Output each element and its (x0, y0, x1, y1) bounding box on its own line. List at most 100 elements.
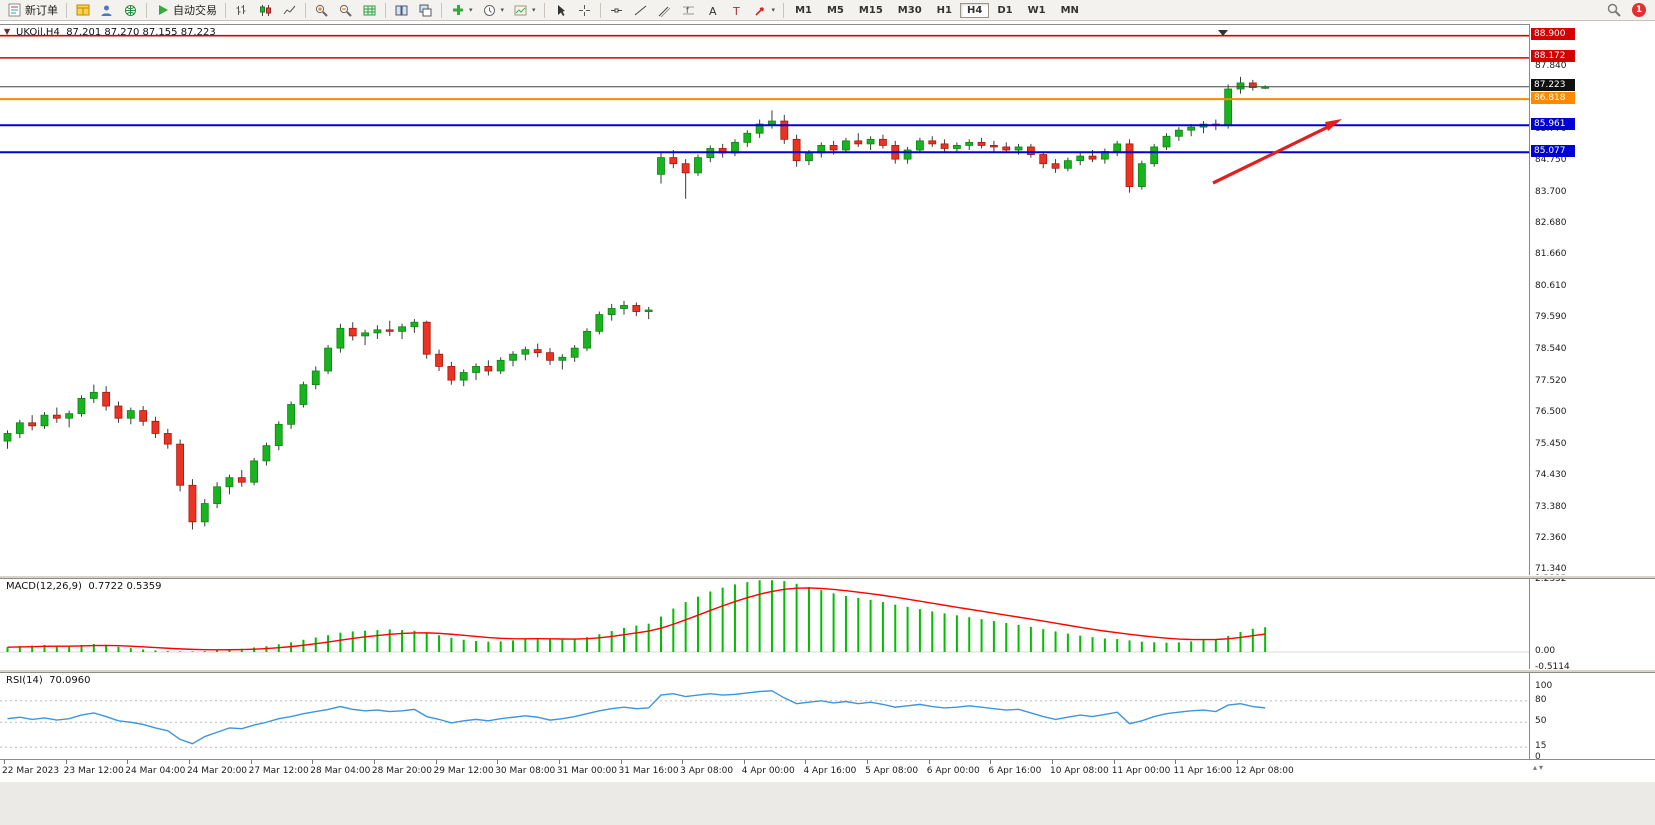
rsi-scale-label: 80 (1535, 694, 1547, 705)
toolbar-separator (225, 2, 226, 18)
panel-divider[interactable] (0, 669, 1655, 673)
template-button[interactable]: ▾ (509, 1, 540, 19)
new-order-label: 新订单 (25, 4, 58, 17)
zoom-in-icon (314, 3, 329, 18)
timeframe-d1[interactable]: D1 (997, 4, 1013, 16)
period-button[interactable]: ▾ (478, 1, 509, 19)
time-label: 27 Mar 12:00 (248, 766, 309, 776)
chart-title: UKOil,H4 87.201 87.270 87.155 87.223 (16, 27, 216, 38)
tile-windows-button[interactable] (390, 1, 413, 19)
timeframe-m5[interactable]: M5 (826, 4, 844, 16)
rsi-panel[interactable] (0, 673, 1529, 759)
time-tick (620, 760, 622, 764)
svg-text:T: T (732, 5, 740, 17)
candlestick-chart-button[interactable] (254, 1, 277, 19)
time-label: 4 Apr 00:00 (741, 766, 795, 776)
rsi-scale-label: 15 (1535, 741, 1547, 752)
price-tick: 76.500 (1535, 406, 1567, 417)
label-tool[interactable]: T (725, 1, 748, 19)
candlestick-chart-icon (258, 3, 273, 18)
new-order-icon (7, 3, 22, 18)
price-tick: 73.380 (1535, 501, 1567, 512)
price-tick: 87.840 (1535, 61, 1567, 71)
profile-button[interactable] (95, 1, 118, 19)
notification-badge[interactable]: 1 (1632, 3, 1646, 17)
chevron-down-icon: ▾ (532, 6, 536, 14)
toolbar-separator (783, 2, 785, 18)
timeframe-h4[interactable]: H4 (959, 2, 990, 18)
grid-button[interactable] (358, 1, 381, 19)
macd-histogram (6, 580, 1267, 652)
arrow-shape-icon (753, 3, 768, 18)
price-tick: 84.750 (1535, 155, 1567, 166)
timeframe-m15[interactable]: M15 (858, 4, 883, 16)
price-tick: 74.430 (1535, 469, 1567, 480)
axis-corner-controls[interactable]: ▴▾ (1533, 763, 1546, 772)
main-price-chart[interactable] (0, 24, 1529, 576)
price-tick: 71.340 (1535, 563, 1567, 574)
text-tool[interactable]: A (701, 1, 724, 19)
shapes-tool[interactable]: ▾ (749, 1, 780, 19)
price-tick: 75.450 (1535, 438, 1567, 449)
macd-scale-label: -0.5114 (1535, 662, 1570, 673)
price-tick: 78.540 (1535, 344, 1567, 355)
zoom-out-button[interactable] (334, 1, 357, 19)
one-click-trading-toggle[interactable]: ▼ (4, 27, 11, 36)
add-indicator-button[interactable]: ▾ (446, 1, 477, 19)
toolbar-separator (441, 2, 442, 18)
crosshair-button[interactable] (573, 1, 596, 19)
time-tick (990, 760, 992, 764)
timeframe-m1[interactable]: M1 (795, 4, 812, 16)
time-tick (65, 760, 67, 764)
candlesticks (3, 76, 1270, 530)
trendline-tool[interactable] (629, 1, 652, 19)
chart-window-button[interactable] (71, 1, 94, 19)
zoom-in-button[interactable] (310, 1, 333, 19)
alerts-button[interactable] (119, 1, 142, 19)
fibonacci-tool[interactable]: f (677, 1, 700, 19)
auto-trading-button[interactable]: 自动交易 (151, 1, 221, 19)
panel-divider[interactable] (0, 575, 1655, 579)
timeframe-h1[interactable]: H1 (936, 4, 952, 16)
macd-signal-line (7, 587, 1266, 651)
arrow-annotation[interactable] (1212, 119, 1342, 185)
price-scale[interactable]: 87.84085.77084.75083.70082.68081.66080.6… (1529, 24, 1655, 762)
rsi-name: RSI(14) (6, 675, 43, 686)
fibonacci-icon: f (681, 3, 696, 18)
horizontal-line-tool[interactable] (605, 1, 628, 19)
new-order-button[interactable]: 新订单 (3, 1, 62, 19)
current-price-badge: 87.223 (1531, 79, 1575, 92)
time-label: 11 Apr 16:00 (1173, 766, 1233, 776)
alerts-icon (123, 3, 138, 18)
chart-window-icon (75, 3, 90, 18)
price-tick: 81.660 (1535, 249, 1567, 260)
time-axis[interactable]: 22 Mar 2023 23 Mar 12:00 24 Mar 04:00 24 Ma… (0, 759, 1655, 782)
timeframe-w1[interactable]: W1 (1027, 4, 1046, 16)
timeframe-m30[interactable]: M30 (897, 4, 922, 16)
time-tick (805, 760, 807, 764)
label-icon: T (729, 3, 744, 18)
time-tick (250, 760, 252, 764)
timeframe-mn[interactable]: MN (1060, 4, 1079, 16)
svg-text:A: A (709, 5, 717, 17)
search-button[interactable] (1602, 1, 1625, 19)
toolbar-separator (385, 2, 386, 18)
time-tick (1237, 760, 1238, 764)
time-label: 5 Apr 08:00 (865, 766, 919, 776)
time-label: 29 Mar 12:00 (433, 766, 494, 776)
channel-tool[interactable] (653, 1, 676, 19)
time-tick (743, 760, 745, 764)
time-label: 28 Mar 20:00 (371, 766, 432, 776)
line-chart-button[interactable] (278, 1, 301, 19)
trendline-icon (633, 3, 648, 18)
cursor-button[interactable] (549, 1, 572, 19)
macd-panel[interactable] (0, 579, 1529, 669)
time-label: 24 Mar 04:00 (125, 766, 186, 776)
time-label: 11 Apr 00:00 (1111, 766, 1171, 776)
cascade-windows-button[interactable] (414, 1, 437, 19)
toolbar-separator (66, 2, 67, 18)
bar-chart-button[interactable] (230, 1, 253, 19)
chart-shift-marker[interactable] (1218, 30, 1228, 36)
template-icon (513, 3, 528, 18)
